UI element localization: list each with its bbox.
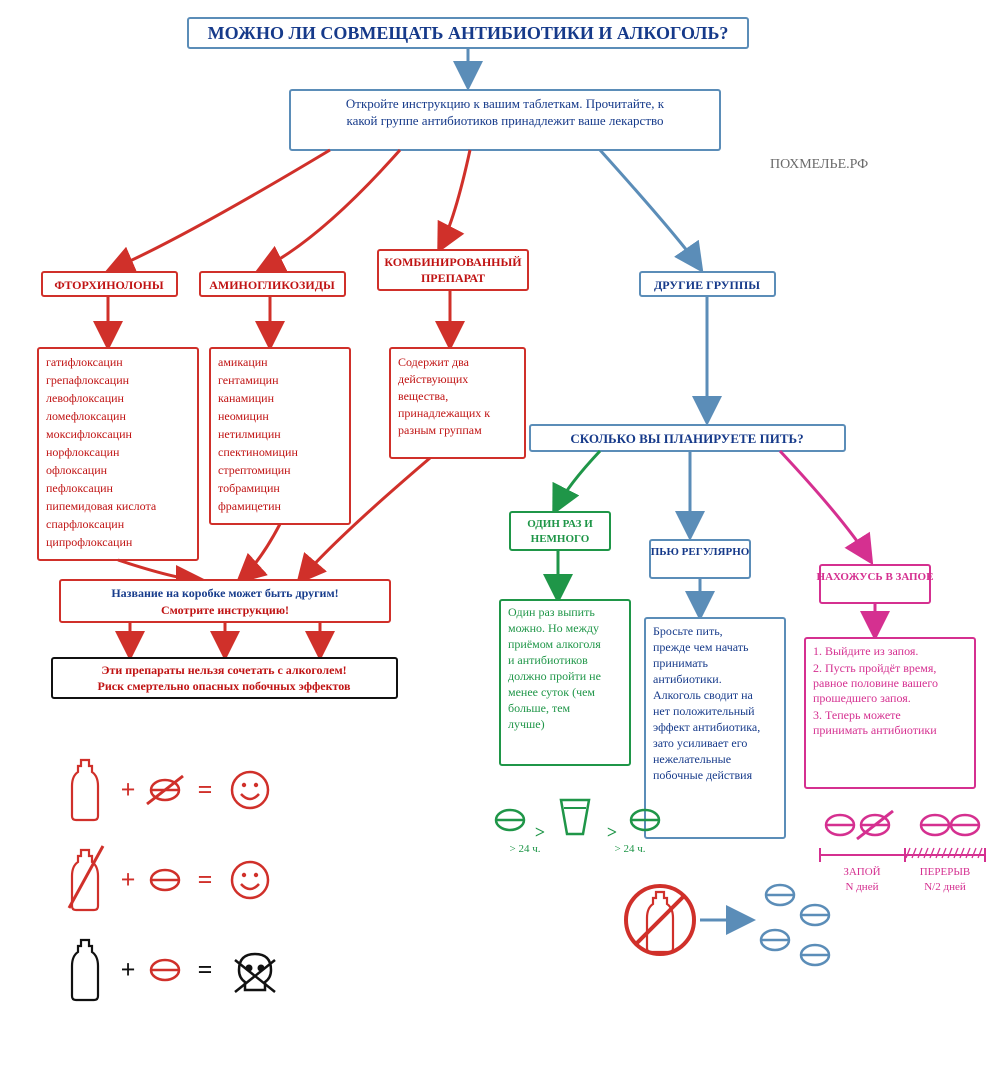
smile-icon bbox=[232, 862, 268, 898]
label: НАХОЖУСЬ В ЗАПОЕ bbox=[817, 571, 934, 583]
label: ПЕРЕРЫВ bbox=[920, 866, 971, 878]
label: антибиотики. bbox=[653, 672, 722, 686]
label: нежелательные bbox=[653, 752, 731, 766]
label: канамицин bbox=[218, 391, 275, 405]
label: ОДИН РАЗ И bbox=[527, 518, 593, 530]
label: приёмом алкоголя bbox=[508, 637, 601, 651]
label: Название на коробке может быть другим! bbox=[111, 586, 338, 600]
label: АМИНОГЛИКОЗИДЫ bbox=[209, 278, 335, 292]
label: фрамицетин bbox=[218, 499, 282, 513]
label: 3. Теперь можете bbox=[813, 708, 901, 722]
label: моксифлоксацин bbox=[46, 427, 133, 441]
label: Один раз выпить bbox=[508, 605, 595, 619]
arrow bbox=[780, 451, 870, 560]
label: ДРУГИЕ ГРУППЫ bbox=[654, 278, 760, 292]
label: грепафлоксацин bbox=[46, 373, 130, 387]
label: > 24 ч. bbox=[510, 843, 541, 855]
label: > 24 ч. bbox=[615, 843, 646, 855]
label: гатифлоксацин bbox=[46, 355, 123, 369]
label: + bbox=[121, 865, 136, 894]
watermark: ПОХМЕЛЬЕ.РФ bbox=[770, 157, 868, 172]
arrow bbox=[555, 451, 600, 510]
label: тобрамицин bbox=[218, 481, 280, 495]
label: зато усиливает его bbox=[653, 736, 747, 750]
label: ПЬЮ РЕГУЛЯРНО bbox=[651, 546, 750, 558]
label: прошедшего запоя. bbox=[813, 691, 911, 705]
label: 2. Пусть пройдёт время, bbox=[813, 661, 936, 675]
instruction: Откройте инструкцию к вашим таблеткам. П… bbox=[346, 96, 665, 111]
title: МОЖНО ЛИ СОВМЕЩАТЬ АНТИБИОТИКИ И АЛКОГОЛ… bbox=[208, 23, 729, 43]
label: норфлоксацин bbox=[46, 445, 120, 459]
label: пефлоксацин bbox=[46, 481, 114, 495]
label: разным группам bbox=[398, 423, 482, 437]
label: Эти препараты нельзя сочетать с алкоголе… bbox=[101, 663, 346, 677]
label: + bbox=[121, 955, 136, 984]
label: должно пройти не bbox=[508, 669, 601, 683]
label: принадлежащих к bbox=[398, 406, 490, 420]
label: Содержит два bbox=[398, 355, 470, 369]
arrow bbox=[110, 150, 330, 270]
label: нетилмицин bbox=[218, 427, 281, 441]
label: больше, тем bbox=[508, 701, 571, 715]
arrow bbox=[600, 150, 700, 268]
label: неомицин bbox=[218, 409, 269, 423]
label: спектиномицин bbox=[218, 445, 298, 459]
label: ПРЕПАРАТ bbox=[421, 271, 485, 285]
label: КОМБИНИРОВАННЫЙ bbox=[384, 255, 522, 269]
label: Смотрите инструкцию! bbox=[161, 603, 289, 617]
label: ломефлоксацин bbox=[46, 409, 126, 423]
label: ФТОРХИНОЛОНЫ bbox=[54, 278, 164, 292]
label: N/2 дней bbox=[924, 881, 966, 893]
label: действующих bbox=[398, 372, 468, 386]
label: = bbox=[198, 955, 213, 984]
label: левофлоксацин bbox=[46, 391, 125, 405]
label: 1. Выйдите из запоя. bbox=[813, 644, 918, 658]
bottle-icon bbox=[72, 940, 98, 1000]
label: можно. Но между bbox=[508, 621, 599, 635]
label: + bbox=[121, 775, 136, 804]
label: прежде чем начать bbox=[653, 640, 749, 654]
label: Риск смертельно опасных побочных эффекто… bbox=[98, 679, 351, 693]
label: менее суток (чем bbox=[508, 685, 595, 699]
label: эффект антибиотика, bbox=[653, 720, 760, 734]
label: лучше) bbox=[508, 717, 545, 731]
label: гентамицин bbox=[218, 373, 279, 387]
label: нет положительный bbox=[653, 704, 755, 718]
label: = bbox=[198, 775, 213, 804]
q2: СКОЛЬКО ВЫ ПЛАНИРУЕТЕ ПИТЬ? bbox=[570, 431, 803, 446]
arrow bbox=[118, 560, 200, 580]
label: = bbox=[198, 865, 213, 894]
label: и антибиотиков bbox=[508, 653, 588, 667]
label: НЕМНОГО bbox=[531, 533, 590, 545]
label: равное половине вашего bbox=[813, 676, 938, 690]
label: Алкоголь сводит на bbox=[653, 688, 754, 702]
label: ципрофлоксацин bbox=[46, 535, 133, 549]
label: побочные действия bbox=[653, 768, 753, 782]
label: пипемидовая кислота bbox=[46, 499, 157, 513]
label: вещества, bbox=[398, 389, 448, 403]
label: принимать bbox=[653, 656, 708, 670]
glass-icon bbox=[561, 800, 589, 834]
label: Бросьте пить, bbox=[653, 624, 723, 638]
smile-icon bbox=[232, 772, 268, 808]
label: > bbox=[535, 822, 545, 842]
label: офлоксацин bbox=[46, 463, 108, 477]
arrow bbox=[440, 150, 470, 248]
label: спарфлоксацин bbox=[46, 517, 125, 531]
label: > bbox=[607, 822, 617, 842]
label: амикацин bbox=[218, 355, 268, 369]
instruction: какой группе антибиотиков принадлежит ва… bbox=[346, 113, 663, 128]
bottle-icon bbox=[72, 760, 98, 820]
label: принимать антибиотики bbox=[813, 723, 937, 737]
label: стрептомицин bbox=[218, 463, 291, 477]
arrow bbox=[240, 524, 280, 580]
label: N дней bbox=[846, 881, 879, 893]
label: ЗАПОЙ bbox=[843, 866, 880, 878]
